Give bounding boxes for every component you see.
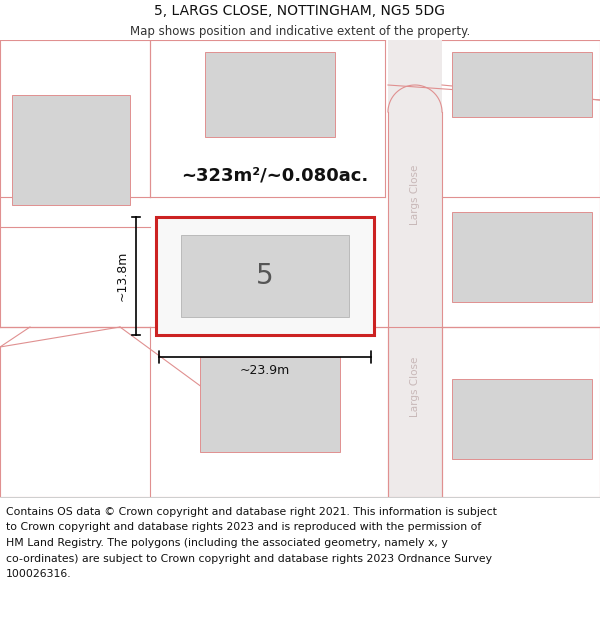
Text: 5: 5 bbox=[256, 262, 274, 290]
Text: to Crown copyright and database rights 2023 and is reproduced with the permissio: to Crown copyright and database rights 2… bbox=[6, 522, 481, 532]
Bar bbox=[12, 95, 130, 205]
Text: ~323m²/~0.080ac.: ~323m²/~0.080ac. bbox=[181, 166, 368, 184]
Text: HM Land Registry. The polygons (including the associated geometry, namely x, y: HM Land Registry. The polygons (includin… bbox=[6, 538, 448, 548]
Bar bbox=[200, 357, 340, 452]
Bar bbox=[181, 235, 349, 317]
Bar bbox=[156, 217, 374, 335]
Polygon shape bbox=[388, 85, 442, 112]
Bar bbox=[388, 40, 442, 497]
Bar bbox=[452, 379, 592, 459]
Text: Largs Close: Largs Close bbox=[410, 165, 420, 225]
Text: Largs Close: Largs Close bbox=[410, 357, 420, 418]
Text: Map shows position and indicative extent of the property.: Map shows position and indicative extent… bbox=[130, 25, 470, 38]
Bar bbox=[452, 212, 592, 302]
Bar bbox=[205, 52, 335, 137]
Text: ~13.8m: ~13.8m bbox=[115, 251, 128, 301]
Text: 5, LARGS CLOSE, NOTTINGHAM, NG5 5DG: 5, LARGS CLOSE, NOTTINGHAM, NG5 5DG bbox=[155, 4, 445, 18]
Text: co-ordinates) are subject to Crown copyright and database rights 2023 Ordnance S: co-ordinates) are subject to Crown copyr… bbox=[6, 554, 492, 564]
Bar bbox=[452, 52, 592, 117]
Text: 100026316.: 100026316. bbox=[6, 569, 71, 579]
Text: Contains OS data © Crown copyright and database right 2021. This information is : Contains OS data © Crown copyright and d… bbox=[6, 507, 497, 517]
Text: ~23.9m: ~23.9m bbox=[240, 364, 290, 376]
